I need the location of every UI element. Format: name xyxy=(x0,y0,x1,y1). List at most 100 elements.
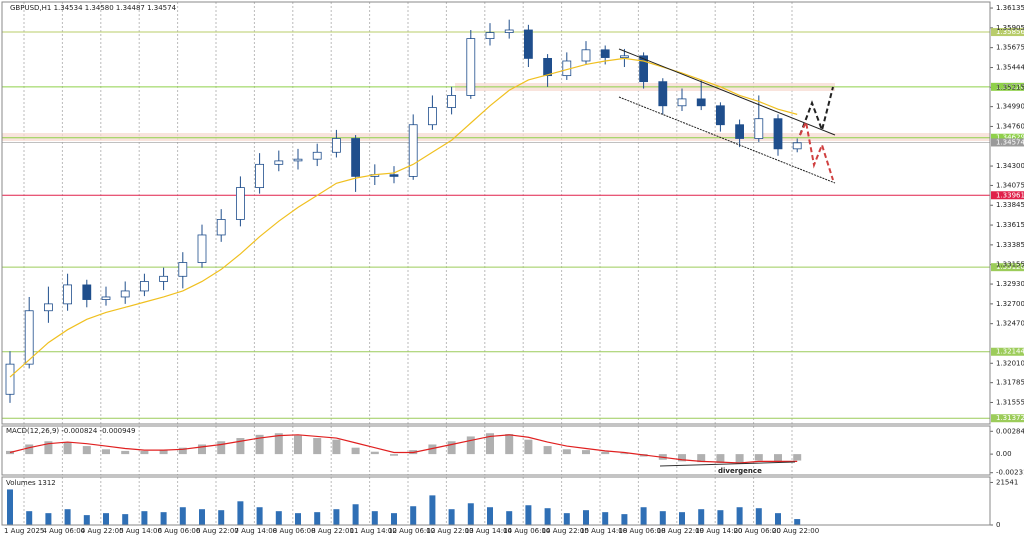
macd-bar xyxy=(390,454,398,456)
price-panel xyxy=(1,1,991,425)
candle-body xyxy=(620,55,629,58)
candle-body xyxy=(447,95,457,108)
volume-bar xyxy=(448,509,455,525)
y-tick-label: 21541 xyxy=(996,478,1018,486)
level-label: 1.33126 xyxy=(996,263,1024,271)
x-tick-label: 20 Aug 22:00 xyxy=(772,527,819,535)
macd-bar xyxy=(466,436,475,455)
chart-title: GBPUSD,H1 1.34534 1.34580 1.34487 1.3457… xyxy=(10,4,177,12)
x-tick-label: 14 Aug 22:00 xyxy=(542,527,589,535)
macd-bar xyxy=(274,433,283,455)
y-tick-label: 1.33845 xyxy=(996,201,1024,209)
volume-bar xyxy=(621,514,628,525)
x-tick-label: 13 Aug 14:00 xyxy=(465,527,512,535)
macd-bar xyxy=(82,446,91,455)
volume-bar xyxy=(103,513,109,525)
candle-body xyxy=(44,303,53,312)
candle-body xyxy=(754,118,764,139)
y-tick-label: 0.00 xyxy=(996,450,1012,458)
y-tick-label: 1.32700 xyxy=(996,300,1024,308)
y-tick-label: 1.35215 xyxy=(996,83,1024,91)
level-label: 1.34629 xyxy=(996,134,1024,142)
x-tick-label: 8 Aug 22:00 xyxy=(311,527,354,535)
macd-bar xyxy=(601,451,610,455)
x-tick-label: 7 Aug 14:00 xyxy=(234,527,277,535)
y-tick-label: 0 xyxy=(996,521,1000,529)
volume-bar xyxy=(717,510,724,525)
macd-bar xyxy=(716,454,725,463)
macd-bar xyxy=(294,435,302,455)
level-label-box xyxy=(991,191,1024,200)
y-tick-label: 1.34075 xyxy=(996,181,1024,189)
y-tick-label: 0.002841 xyxy=(996,427,1024,435)
volume-bar xyxy=(563,513,570,525)
macd-bar xyxy=(754,454,763,461)
macd-bar xyxy=(582,450,590,455)
y-tick-label: -0.002315 xyxy=(996,469,1024,477)
candle-body xyxy=(524,29,533,59)
current-price-label: 1.34574 xyxy=(996,138,1024,146)
grid xyxy=(23,2,993,526)
macd-bar xyxy=(678,454,686,462)
y-tick-label: 1.33615 xyxy=(996,221,1024,229)
candle-body xyxy=(677,98,687,107)
candle-body xyxy=(389,174,399,177)
macd-bar xyxy=(697,454,706,463)
x-tick-label: 6 Aug 22:00 xyxy=(196,527,239,535)
volume-bar xyxy=(141,511,148,525)
x-tick-label: 4 Aug 22:00 xyxy=(81,527,124,535)
macd-bar xyxy=(236,438,245,455)
level-label: 1.33961 xyxy=(996,191,1024,199)
level-label: 1.32144 xyxy=(996,348,1024,356)
candle-body xyxy=(485,32,495,40)
volume-bar xyxy=(83,515,90,525)
macd-bar xyxy=(351,447,360,455)
volume-bar xyxy=(736,507,743,525)
volume-bar xyxy=(525,505,532,525)
candle-body xyxy=(178,262,188,277)
candle-body xyxy=(63,284,72,305)
volume-bar xyxy=(295,513,301,525)
macd-bar xyxy=(332,439,341,455)
volume-bar xyxy=(352,504,359,525)
volume-bar xyxy=(602,512,609,525)
candle-body xyxy=(101,296,111,300)
candle-body xyxy=(600,49,610,58)
macd-bar xyxy=(44,441,53,455)
candle-body xyxy=(82,284,92,300)
level-label-box xyxy=(991,347,1024,356)
candle-body xyxy=(408,124,418,177)
volume-bar xyxy=(179,507,186,525)
forecast-up xyxy=(799,86,834,136)
candle-body xyxy=(255,163,265,188)
marks xyxy=(5,19,802,525)
macd-bar xyxy=(255,434,264,455)
candle-body xyxy=(197,234,207,263)
y-tick-label: 1.31555 xyxy=(996,398,1024,406)
candle-body xyxy=(504,29,514,33)
volume-bar xyxy=(45,513,52,525)
macd-bar xyxy=(620,453,629,455)
volume-bar xyxy=(237,501,244,525)
x-tick-label: 15 Aug 14:00 xyxy=(580,527,627,535)
y-tick-label: 1.32470 xyxy=(996,320,1024,328)
forecast-down xyxy=(799,118,834,181)
x-tick-label: 5 Aug 14:00 xyxy=(119,527,162,535)
macd-bar xyxy=(543,446,552,455)
macd-bar xyxy=(505,434,514,455)
level-label-box xyxy=(991,414,1024,423)
candle-body xyxy=(639,55,648,83)
current-price-box xyxy=(991,138,1024,147)
x-tick-label: 12 Aug 06:00 xyxy=(388,527,435,535)
zone-band xyxy=(2,133,990,141)
volume-bar xyxy=(26,511,33,525)
candle-body xyxy=(293,158,303,162)
macd-bar xyxy=(178,447,187,455)
macd-bar xyxy=(140,450,149,455)
candle-body xyxy=(543,58,552,77)
y-tick-label: 1.36135 xyxy=(996,4,1024,12)
volume-bar xyxy=(679,512,685,525)
volume-bar xyxy=(199,509,205,525)
macd-bar xyxy=(217,441,226,455)
